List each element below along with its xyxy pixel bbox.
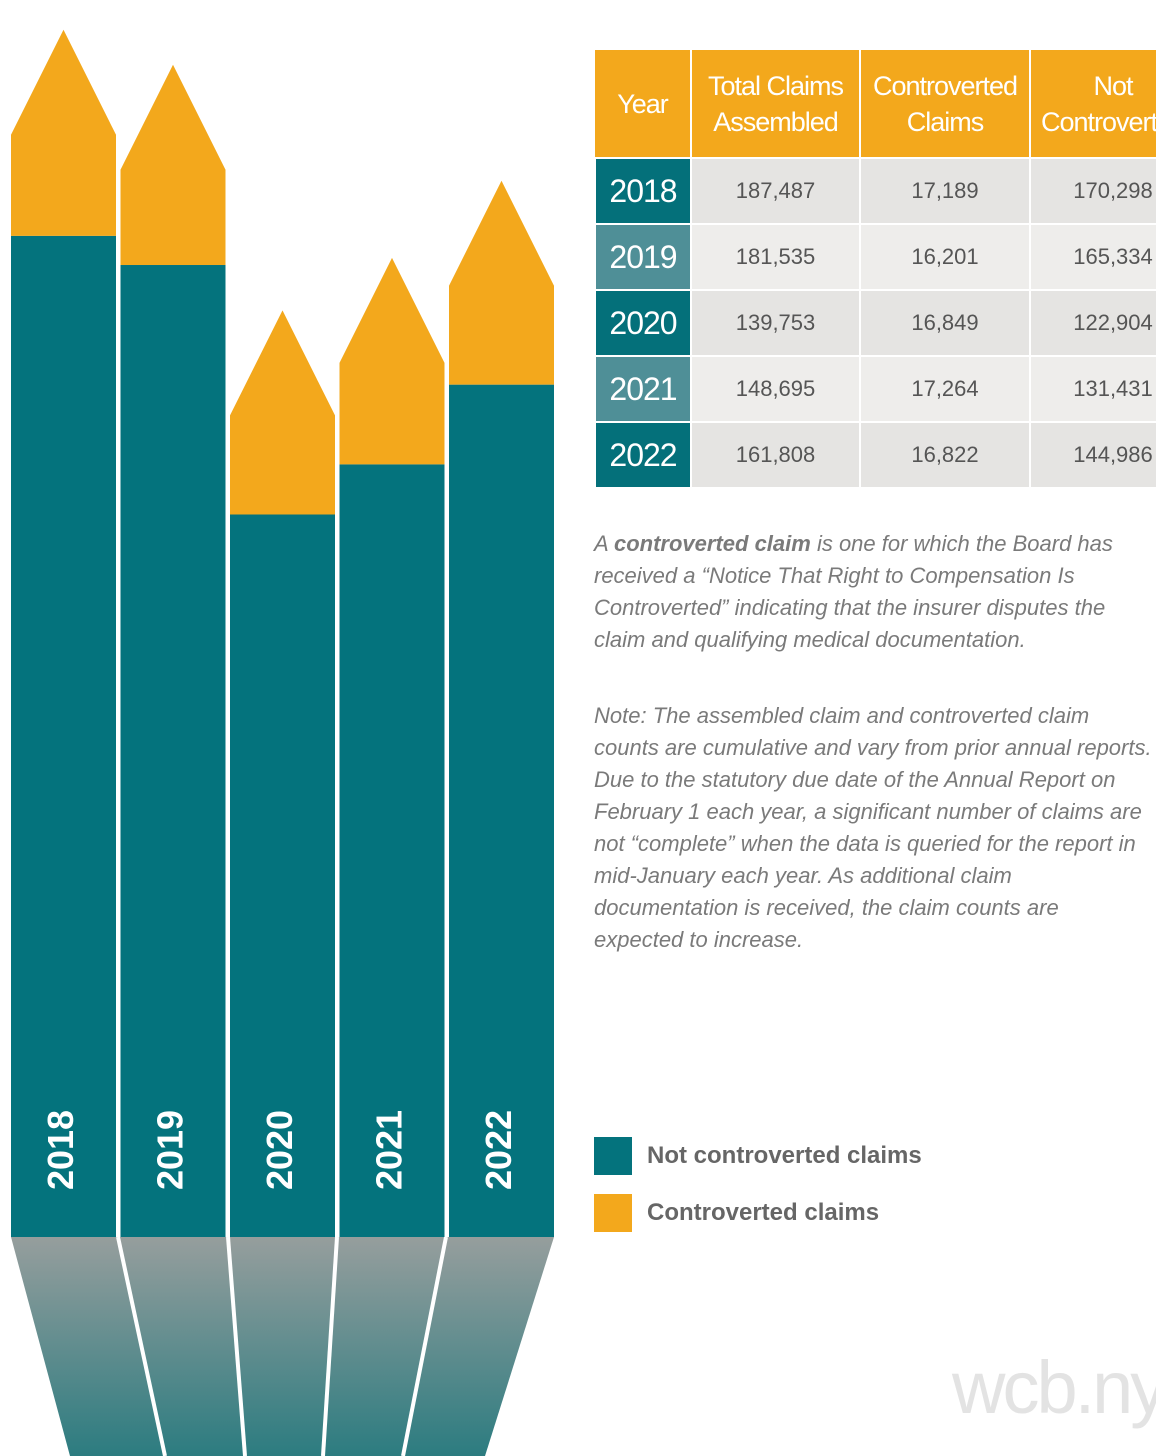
table-row: 2018 187,487 17,189 170,298 [594, 157, 1156, 225]
year-label: 2022 [478, 1110, 519, 1190]
total-cell: 187,487 [690, 157, 861, 225]
legend-swatch [594, 1137, 632, 1175]
total-cell: 161,808 [690, 421, 861, 489]
pencil-body [339, 464, 445, 1237]
controverted-cell: 16,822 [859, 421, 1031, 489]
total-cell: 139,753 [690, 289, 861, 357]
chart: 2018 2019 2020 2021 2022 [11, 29, 554, 1456]
note-text: A [594, 531, 614, 556]
year-label: 2019 [150, 1110, 191, 1190]
not-controverted-cell: 122,904 [1029, 289, 1156, 357]
controverted-cell: 16,201 [859, 223, 1031, 291]
not-controverted-cell: 170,298 [1029, 157, 1156, 225]
not-controverted-cell: 144,986 [1029, 421, 1156, 489]
table-body: 2018 187,487 17,189 170,298 2019 181,535 16,20… [594, 157, 1156, 489]
base-dividers [116, 1236, 448, 1456]
pencil-tip [11, 29, 116, 236]
total-cell: 181,535 [690, 223, 861, 291]
note-text: is one for which the Board has received … [594, 531, 1113, 652]
year-cell: 2021 [594, 355, 692, 423]
column-header: Total Claims Assembled [691, 50, 861, 158]
watermark: wcb.ny. [952, 1346, 1156, 1429]
pencil-body [11, 235, 116, 1237]
note-bold: controverted claim [613, 531, 811, 556]
year-label: 2018 [40, 1110, 81, 1190]
pencil-body [120, 265, 226, 1237]
year-cell: 2018 [594, 157, 692, 225]
not-controverted-cell: 165,334 [1029, 223, 1156, 291]
year-cell: 2019 [594, 223, 692, 291]
table-row: 2022 161,808 16,822 144,986 [594, 421, 1156, 489]
table-row: 2019 181,535 16,201 165,334 [594, 223, 1156, 291]
year-cell: 2022 [594, 421, 692, 489]
controverted-cell: 16,849 [859, 289, 1031, 357]
claims-table: Year Total Claims Assembled Controverted C… [594, 50, 1156, 489]
not-controverted-cell: 131,431 [1029, 355, 1156, 423]
total-cell: 148,695 [690, 355, 861, 423]
column-header: Not Controverted [1030, 50, 1156, 158]
column-header: Year [595, 50, 692, 158]
year-label: 2020 [259, 1110, 300, 1190]
pencil-base [11, 1237, 554, 1456]
legend-label: Not controverted claims [647, 1142, 922, 1169]
year-label: 2021 [369, 1110, 410, 1190]
legend-label: Controverted claims [647, 1199, 880, 1226]
controverted-cell: 17,264 [859, 355, 1031, 423]
pencil-tip [339, 257, 445, 465]
table-row: 2020 139,753 16,849 122,904 [594, 289, 1156, 357]
header-row: Year Total Claims Assembled Controverted C… [595, 50, 1156, 158]
legend-item: Not controverted claims [594, 1137, 922, 1175]
definition-note: A controverted claim is one for which th… [594, 528, 1154, 656]
pencil-tip [120, 64, 226, 266]
legend-item: Controverted claims [594, 1194, 879, 1232]
controverted-cell: 17,189 [859, 157, 1031, 225]
pencil-body [230, 514, 335, 1237]
legend-swatch [594, 1194, 632, 1232]
table-row: 2021 148,695 17,264 131,431 [594, 355, 1156, 423]
pencil-tip [449, 180, 554, 385]
pencil-body [449, 384, 554, 1237]
column-header: Controverted Claims [860, 50, 1031, 158]
pencil-tip [230, 310, 335, 515]
note: Note: The assembled claim and controvert… [594, 703, 1152, 952]
year-cell: 2020 [594, 289, 692, 357]
